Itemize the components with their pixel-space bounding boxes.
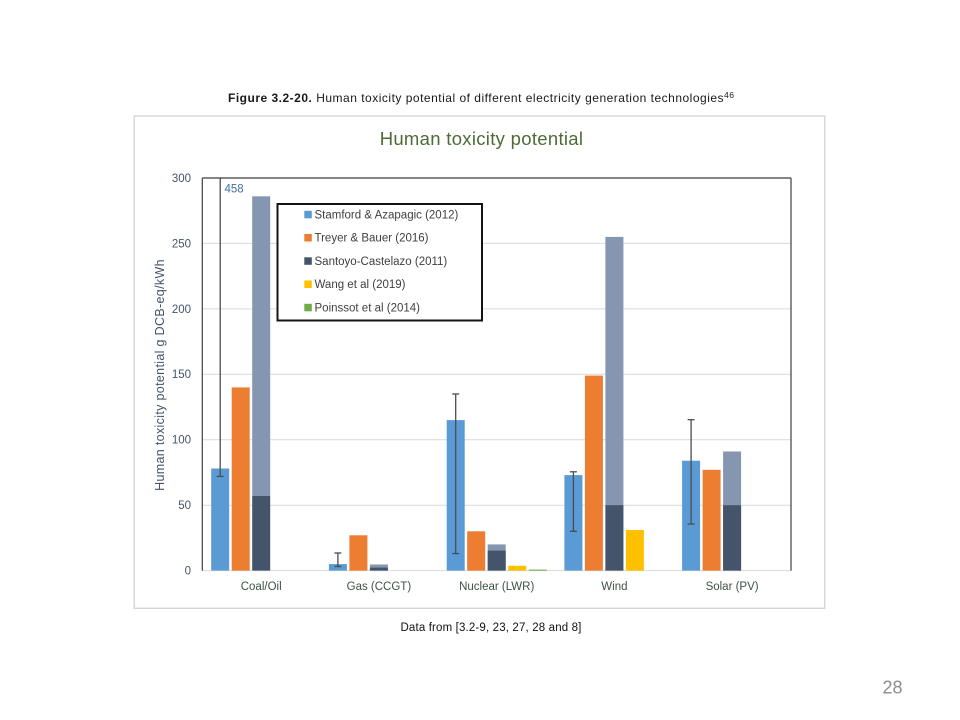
svg-text:250: 250 xyxy=(172,238,191,250)
svg-text:Human toxicity potential g DCB: Human toxicity potential g DCB-eq/kWh xyxy=(153,259,167,491)
svg-text:Data from [3.2-9, 23, 27, 28 a: Data from [3.2-9, 23, 27, 28 and 8] xyxy=(400,622,581,634)
svg-text:Wind: Wind xyxy=(601,581,627,593)
svg-text:200: 200 xyxy=(172,304,191,316)
svg-text:50: 50 xyxy=(178,500,191,512)
svg-text:Stamford & Azapagic (2012): Stamford & Azapagic (2012) xyxy=(315,210,459,222)
svg-text:Santoyo-Castelazo (2011): Santoyo-Castelazo (2011) xyxy=(315,256,448,268)
svg-text:458: 458 xyxy=(225,184,244,196)
svg-text:100: 100 xyxy=(172,435,191,447)
svg-text:28: 28 xyxy=(882,678,902,698)
svg-text:Solar (PV): Solar (PV) xyxy=(706,581,759,593)
svg-text:Figure 3.2-20. Human toxicity: Figure 3.2-20. Human toxicity potential … xyxy=(228,90,735,105)
svg-text:150: 150 xyxy=(172,369,191,381)
svg-text:Treyer & Bauer (2016): Treyer & Bauer (2016) xyxy=(315,233,429,245)
svg-text:0: 0 xyxy=(185,566,191,578)
svg-text:Gas (CCGT): Gas (CCGT) xyxy=(347,581,412,593)
svg-text:300: 300 xyxy=(172,173,191,185)
svg-text:Nuclear (LWR): Nuclear (LWR) xyxy=(459,581,534,593)
svg-text:Coal/Oil: Coal/Oil xyxy=(241,581,282,593)
svg-text:Poinssot et al (2014): Poinssot et al (2014) xyxy=(315,303,421,315)
svg-text:Human toxicity potential: Human toxicity potential xyxy=(380,128,584,149)
svg-text:Wang et al (2019): Wang et al (2019) xyxy=(315,279,406,291)
